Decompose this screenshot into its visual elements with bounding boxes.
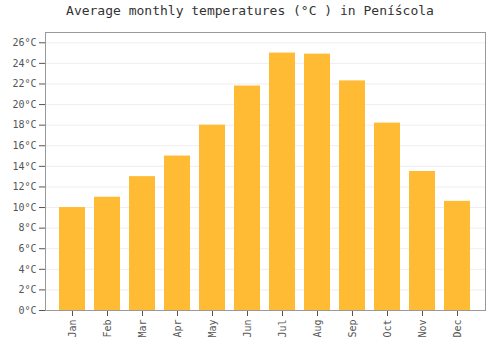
svg-text:16°C: 16°C xyxy=(12,140,36,151)
svg-text:Nov: Nov xyxy=(417,320,428,338)
html-text:Average monthly temperatures (: Average monthly temperatures (°C ) in Pe… xyxy=(66,3,434,18)
svg-text:Jan: Jan xyxy=(67,320,78,338)
svg-text:May: May xyxy=(207,320,218,338)
svg-text:10°C: 10°C xyxy=(12,202,36,213)
svg-text:24°C: 24°C xyxy=(12,58,36,69)
svg-text:26°C: 26°C xyxy=(12,37,36,48)
svg-text:Sep: Sep xyxy=(347,320,358,338)
svg-text:22°C: 22°C xyxy=(12,78,36,89)
svg-text:0°C: 0°C xyxy=(18,305,36,316)
svg-text:12°C: 12°C xyxy=(12,181,36,192)
svg-text:Jul: Jul xyxy=(277,320,288,338)
svg-text:4°C: 4°C xyxy=(18,264,36,275)
svg-text:Jun: Jun xyxy=(242,320,253,338)
svg-text:8°C: 8°C xyxy=(18,222,36,233)
svg-text:Oct: Oct xyxy=(382,320,393,338)
svg-text:Apr: Apr xyxy=(172,320,183,338)
svg-text:14°C: 14°C xyxy=(12,161,36,172)
svg-text:Aug: Aug xyxy=(312,320,323,338)
svg-text:6°C: 6°C xyxy=(18,243,36,254)
svg-text:Feb: Feb xyxy=(102,320,113,338)
svg-text:Dec: Dec xyxy=(452,320,463,338)
svg-text:2°C: 2°C xyxy=(18,284,36,295)
svg-text:Mar: Mar xyxy=(137,320,148,338)
svg-text:20°C: 20°C xyxy=(12,99,36,110)
svg-text:18°C: 18°C xyxy=(12,119,36,130)
